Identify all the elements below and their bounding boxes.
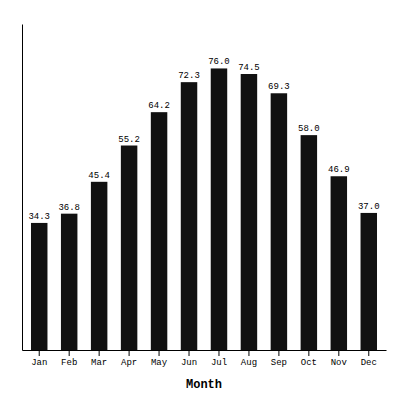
x-tick-mark xyxy=(99,350,100,356)
x-tick-label: Oct xyxy=(301,358,317,368)
data-labels: 34.3 36.8 45.4 55.2 64.2 72.3 76.0 74.5 69.3 58.0… xyxy=(28,57,379,221)
x-tick-label: Nov xyxy=(331,358,348,368)
x-tick-label: Jan xyxy=(31,358,47,368)
data-label: 37.0 xyxy=(358,202,380,212)
x-tick: May xyxy=(151,350,168,368)
bar xyxy=(241,74,257,350)
x-tick: Jun xyxy=(181,350,197,368)
x-tick: Oct xyxy=(301,350,317,368)
x-tick: Nov xyxy=(331,350,348,368)
bar xyxy=(331,176,347,350)
x-tick-label: Jun xyxy=(181,358,197,368)
bar xyxy=(151,112,167,350)
x-tick-label: Feb xyxy=(61,358,77,368)
x-axis-title: Month xyxy=(186,378,222,392)
bar xyxy=(211,68,227,350)
x-tick-mark xyxy=(129,350,130,356)
bar xyxy=(121,146,137,350)
x-tick-label: Apr xyxy=(121,358,137,368)
bar xyxy=(301,135,317,350)
data-label: 46.9 xyxy=(328,165,350,175)
x-tick-mark xyxy=(39,350,40,356)
y-axis xyxy=(22,25,23,351)
data-label: 55.2 xyxy=(118,135,140,145)
data-label: 74.5 xyxy=(238,63,260,73)
x-axis: Jan Feb Mar Apr May Jun Jul Aug Sep Oct Nov Dec xyxy=(23,350,387,368)
bar xyxy=(181,82,197,350)
data-label: 76.0 xyxy=(208,57,230,67)
plot: 34.3 36.8 45.4 55.2 64.2 72.3 76.0 74.5 69.3 58.0… xyxy=(23,25,387,369)
data-label: 69.3 xyxy=(268,82,290,92)
data-label: 72.3 xyxy=(178,71,200,81)
bar xyxy=(61,214,77,350)
x-tick-mark xyxy=(278,350,279,356)
x-tick: Jul xyxy=(211,350,227,368)
y-axis-line xyxy=(22,25,23,351)
x-tick-label: Aug xyxy=(241,358,257,368)
x-tick-mark xyxy=(69,350,70,356)
data-label: 36.8 xyxy=(58,203,80,213)
x-tick: Apr xyxy=(121,350,137,368)
x-tick: Mar xyxy=(91,350,107,368)
data-label: 58.0 xyxy=(298,124,320,134)
x-tick-mark xyxy=(189,350,190,356)
x-tick: Sep xyxy=(271,350,287,368)
data-label: 34.3 xyxy=(28,212,50,222)
x-axis-line xyxy=(23,350,387,351)
x-tick-label: Mar xyxy=(91,358,107,368)
x-tick-label: Dec xyxy=(361,358,377,368)
x-tick-mark xyxy=(308,350,309,356)
bar xyxy=(91,182,107,350)
x-tick-mark xyxy=(368,350,369,356)
chart: 34.3 36.8 45.4 55.2 64.2 72.3 76.0 74.5 69.3 58.0… xyxy=(0,0,400,400)
x-tick: Feb xyxy=(61,350,77,368)
x-tick-mark xyxy=(338,350,339,356)
x-tick: Dec xyxy=(361,350,377,368)
data-label: 45.4 xyxy=(88,171,110,181)
x-tick-label: May xyxy=(151,358,168,368)
bar xyxy=(271,93,287,350)
x-tick-mark xyxy=(248,350,249,356)
data-label: 64.2 xyxy=(148,101,170,111)
x-tick-label: Jul xyxy=(211,358,227,368)
bar xyxy=(31,223,47,350)
x-tick-mark xyxy=(218,350,219,356)
x-tick-mark xyxy=(159,350,160,356)
x-tick: Aug xyxy=(241,350,257,368)
x-tick-label: Sep xyxy=(271,358,287,368)
x-tick: Jan xyxy=(31,350,47,368)
bar xyxy=(361,213,377,350)
bars xyxy=(31,68,377,350)
